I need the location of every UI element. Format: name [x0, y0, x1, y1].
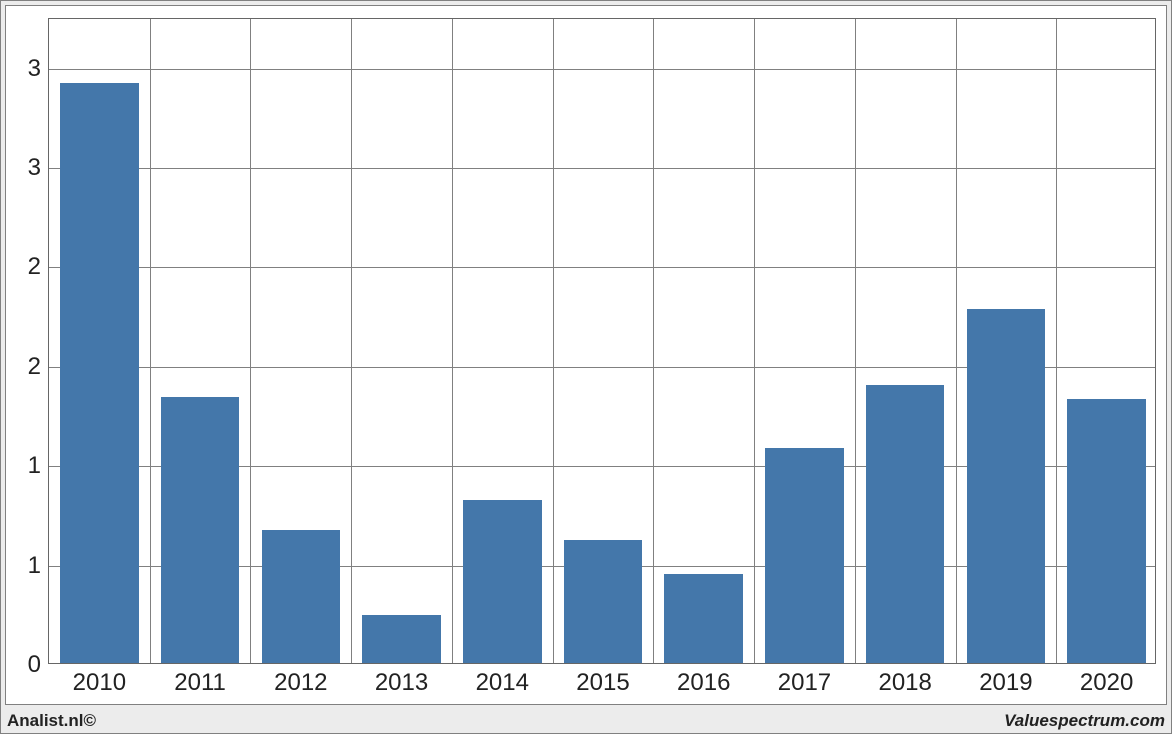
- y-tick-label: 1: [28, 552, 41, 580]
- gridline-vertical: [754, 19, 755, 663]
- bar: [262, 530, 341, 663]
- y-tick-label: 2: [28, 253, 41, 281]
- gridline-vertical: [1056, 19, 1057, 663]
- bar: [664, 574, 743, 663]
- x-tick-label: 2016: [677, 669, 730, 697]
- gridline-vertical: [351, 19, 352, 663]
- gridline-horizontal: [49, 168, 1155, 169]
- gridline-vertical: [553, 19, 554, 663]
- y-tick-label: 3: [28, 55, 41, 83]
- bar: [1067, 399, 1146, 663]
- gridline-vertical: [956, 19, 957, 663]
- x-tick-label: 2019: [979, 669, 1032, 697]
- gridline-vertical: [150, 19, 151, 663]
- chart-inner-frame: 0 1 1 2 2 3 3 2010 2011 2012 2013 2014 2015 2016 2017 2…: [5, 5, 1167, 705]
- gridline-vertical: [452, 19, 453, 663]
- x-tick-label: 2010: [73, 669, 126, 697]
- chart-outer-frame: 0 1 1 2 2 3 3 2010 2011 2012 2013 2014 2015 2016 2017 2…: [0, 0, 1172, 734]
- x-tick-label: 2011: [174, 669, 226, 697]
- bar: [161, 397, 240, 663]
- bar: [362, 615, 441, 663]
- x-tick-label: 2013: [375, 669, 428, 697]
- bar: [765, 448, 844, 663]
- gridline-vertical: [653, 19, 654, 663]
- bar: [967, 309, 1046, 663]
- x-tick-label: 2020: [1080, 669, 1133, 697]
- x-tick-label: 2018: [878, 669, 931, 697]
- plot-area: 0112233201020112012201320142015201620172…: [48, 18, 1156, 664]
- gridline-horizontal: [49, 267, 1155, 268]
- chart-footer: Analist.nl© Valuespectrum.com: [7, 711, 1165, 731]
- bar: [60, 83, 139, 663]
- bar: [866, 385, 945, 663]
- x-tick-label: 2014: [476, 669, 529, 697]
- gridline-vertical: [250, 19, 251, 663]
- y-tick-label: 3: [28, 154, 41, 182]
- bar: [463, 500, 542, 663]
- gridline-vertical: [855, 19, 856, 663]
- footer-right-credit: Valuespectrum.com: [1004, 711, 1165, 731]
- y-tick-label: 0: [28, 651, 41, 679]
- y-tick-label: 1: [28, 452, 41, 480]
- gridline-horizontal: [49, 69, 1155, 70]
- y-tick-label: 2: [28, 353, 41, 381]
- x-tick-label: 2012: [274, 669, 327, 697]
- x-tick-label: 2017: [778, 669, 831, 697]
- x-tick-label: 2015: [576, 669, 629, 697]
- bar: [564, 540, 643, 663]
- footer-left-credit: Analist.nl©: [7, 711, 96, 731]
